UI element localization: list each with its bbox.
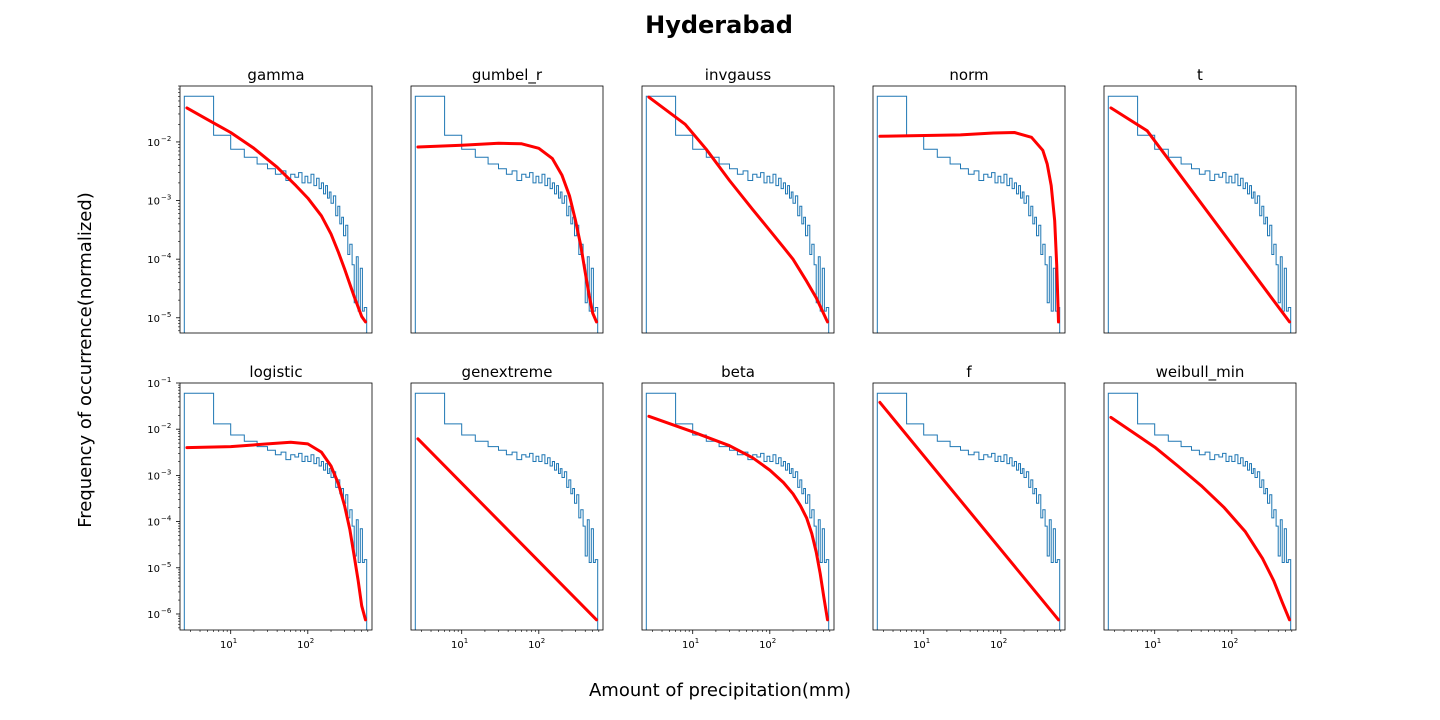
axes-frame-t	[1103, 85, 1297, 334]
x-tick-exponent: 1	[464, 637, 468, 645]
axes-frame-genextreme	[410, 382, 604, 631]
histogram-logistic	[183, 392, 368, 630]
subplot-title-beta: beta	[721, 363, 755, 381]
subplot-t: t	[1103, 66, 1297, 334]
x-tick-label: 10	[1144, 640, 1157, 651]
y-tick-exponent: −2	[161, 135, 171, 143]
fit-curve-beta	[647, 414, 829, 622]
x-tick-label: 10	[759, 640, 772, 651]
x-tick-exponent: 2	[1003, 637, 1007, 645]
x-tick-label: 10	[990, 640, 1003, 651]
x-tick-label: 10	[913, 640, 926, 651]
histogram-gamma	[183, 95, 368, 333]
y-tick-label: 10	[147, 564, 160, 575]
histogram-weibull-min	[1107, 392, 1292, 630]
x-tick-label: 10	[451, 640, 464, 651]
x-tick-exponent: 2	[772, 637, 776, 645]
axes-frame-logistic	[179, 382, 373, 631]
y-tick-label: 10	[147, 425, 160, 436]
axes-frame-invgauss	[641, 85, 835, 334]
x-tick-exponent: 2	[310, 637, 314, 645]
x-axis-label: Amount of precipitation(mm)	[589, 680, 851, 701]
histogram-genextreme	[414, 392, 599, 630]
x-tick-label: 10	[528, 640, 541, 651]
subplot-title-weibull-min: weibull_min	[1156, 363, 1245, 382]
fit-curve-t	[1109, 106, 1291, 324]
fit-curve-logistic	[185, 440, 367, 622]
fit-curve-genextreme	[416, 437, 598, 622]
x-tick-exponent: 1	[926, 637, 930, 645]
axes-frame-beta	[641, 382, 835, 631]
fit-curve-gumbel-r	[416, 141, 598, 324]
subplot-f: f10 1 10 2	[872, 363, 1066, 651]
subplot-invgauss: invgauss	[641, 66, 835, 334]
fit-curve-gamma	[185, 106, 367, 324]
subplot-norm: norm	[872, 66, 1066, 334]
fit-curve-invgauss	[647, 95, 829, 324]
subplot-gumbel-r: gumbel_r	[410, 66, 604, 334]
y-tick-exponent: −3	[161, 194, 171, 202]
y-tick-label: 10	[147, 138, 160, 149]
y-tick-label: 10	[147, 314, 160, 325]
fit-curve-weibull-min	[1109, 415, 1291, 622]
subplot-title-logistic: logistic	[249, 363, 302, 381]
subplot-title-f: f	[966, 363, 972, 381]
y-tick-label: 10	[147, 610, 160, 621]
y-tick-label: 10	[147, 471, 160, 482]
histogram-gumbel-r	[414, 95, 599, 333]
y-tick-label: 10	[147, 518, 160, 529]
x-tick-exponent: 2	[1234, 637, 1238, 645]
axes-frame-f	[872, 382, 1066, 631]
y-tick-label: 10	[147, 379, 160, 390]
subplot-title-gamma: gamma	[247, 66, 304, 84]
axes-frame-gumbel-r	[410, 85, 604, 334]
axes-frame-gamma	[179, 85, 373, 334]
axes-frame-weibull-min	[1103, 382, 1297, 631]
histogram-invgauss	[645, 95, 830, 333]
y-tick-label: 10	[147, 197, 160, 208]
chart-title: Hyderabad	[645, 11, 793, 39]
y-axis-label: Frequency of occurrence(normalized)	[75, 192, 96, 528]
y-tick-label: 10	[147, 255, 160, 266]
subplot-title-genextreme: genextreme	[462, 363, 553, 381]
subplot-title-invgauss: invgauss	[705, 66, 772, 84]
subplot-title-t: t	[1197, 66, 1203, 84]
axes-frame-norm	[872, 85, 1066, 334]
x-tick-exponent: 1	[695, 637, 699, 645]
y-tick-exponent: −2	[161, 422, 171, 430]
histogram-norm	[876, 95, 1061, 333]
x-tick-exponent: 1	[1157, 637, 1161, 645]
subplot-title-norm: norm	[949, 66, 988, 84]
y-tick-exponent: −4	[161, 515, 172, 523]
histogram-t	[1107, 95, 1292, 333]
y-tick-exponent: −5	[161, 561, 171, 569]
y-tick-exponent: −3	[161, 468, 171, 476]
fit-curve-norm	[878, 131, 1060, 324]
y-tick-exponent: −6	[161, 607, 172, 615]
x-tick-label: 10	[682, 640, 695, 651]
x-tick-label: 10	[1221, 640, 1234, 651]
x-tick-exponent: 2	[541, 637, 545, 645]
y-tick-exponent: −1	[161, 376, 171, 384]
subplot-title-gumbel-r: gumbel_r	[472, 66, 543, 85]
fit-curve-f	[878, 400, 1060, 622]
x-tick-label: 10	[220, 640, 233, 651]
histogram-beta	[645, 392, 830, 630]
x-tick-exponent: 1	[233, 637, 237, 645]
x-tick-label: 10	[297, 640, 310, 651]
y-tick-exponent: −4	[161, 252, 172, 260]
y-tick-exponent: −5	[161, 311, 171, 319]
histogram-f	[876, 392, 1061, 630]
